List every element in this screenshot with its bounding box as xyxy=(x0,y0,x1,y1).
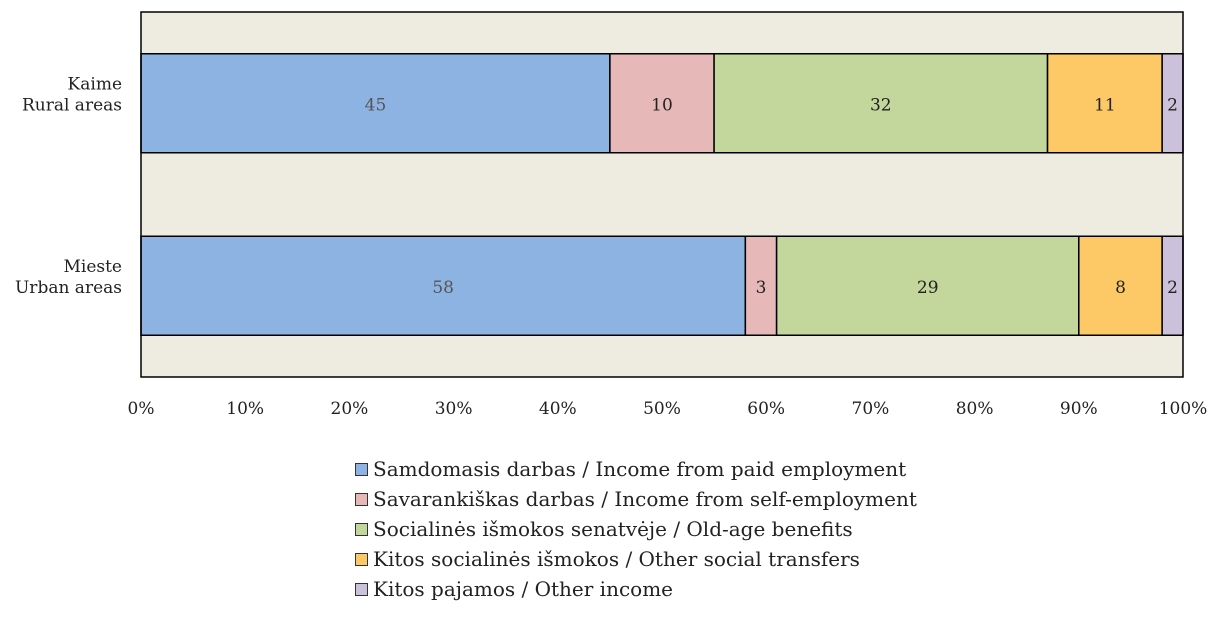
x-tick-label: 90% xyxy=(1060,399,1098,419)
bar-segment xyxy=(609,53,715,154)
x-tick-label: 50% xyxy=(643,399,681,419)
bar-segment xyxy=(140,235,747,336)
category-label: Kaime Rural areas xyxy=(22,74,122,115)
bar-segment xyxy=(1078,235,1163,336)
x-tick-label: 20% xyxy=(331,399,369,419)
x-tick-label: 10% xyxy=(226,399,264,419)
bar-segment xyxy=(775,235,1080,336)
legend-swatch xyxy=(355,582,368,596)
bar-segment xyxy=(1046,53,1163,154)
x-tick-label: 100% xyxy=(1159,399,1208,419)
legend-label: Socialinės išmokos senatvėje / Old-age b… xyxy=(373,517,853,541)
legend-item: Kitos socialinės išmokos / Other social … xyxy=(355,544,917,574)
x-tick-label: 40% xyxy=(539,399,577,419)
legend-item: Samdomasis darbas / Income from paid emp… xyxy=(355,454,917,484)
legend-item: Kitos pajamos / Other income xyxy=(355,574,917,604)
legend-label: Kitos socialinės išmokos / Other social … xyxy=(373,547,860,571)
legend-item: Savarankiškas darbas / Income from self-… xyxy=(355,484,917,514)
data-label: 2 xyxy=(1167,95,1178,115)
data-label: 10 xyxy=(651,95,673,115)
x-tick-label: 30% xyxy=(435,399,473,419)
legend-item: Socialinės išmokos senatvėje / Old-age b… xyxy=(355,514,917,544)
legend-label: Savarankiškas darbas / Income from self-… xyxy=(373,487,917,511)
bar-segment xyxy=(713,53,1049,154)
bar-segment xyxy=(744,235,778,336)
data-label: 8 xyxy=(1115,278,1126,298)
data-label: 11 xyxy=(1094,95,1116,115)
data-label: 2 xyxy=(1167,278,1178,298)
data-label: 29 xyxy=(917,278,939,298)
legend-label: Kitos pajamos / Other income xyxy=(373,577,673,601)
data-label: 3 xyxy=(756,278,767,298)
data-label: 45 xyxy=(365,95,387,115)
plot-border xyxy=(140,11,1184,378)
legend-swatch xyxy=(355,552,368,566)
x-tick-label: 0% xyxy=(128,399,155,419)
x-tick-label: 60% xyxy=(747,399,785,419)
legend: Samdomasis darbas / Income from paid emp… xyxy=(355,454,917,604)
bar-segment xyxy=(140,53,611,154)
x-tick-label: 70% xyxy=(852,399,890,419)
data-label: 58 xyxy=(432,278,454,298)
legend-swatch xyxy=(355,492,368,506)
legend-swatch xyxy=(355,522,368,536)
legend-label: Samdomasis darbas / Income from paid emp… xyxy=(373,457,907,481)
category-label: Mieste Urban areas xyxy=(15,257,122,298)
data-label: 32 xyxy=(870,95,892,115)
legend-swatch xyxy=(355,462,368,476)
x-tick-label: 80% xyxy=(956,399,994,419)
stacked-bar-chart: 45 10 32 11 2 Kaime Rural areas 58 3 29 8 2 Mieste Ur… xyxy=(15,11,1208,419)
